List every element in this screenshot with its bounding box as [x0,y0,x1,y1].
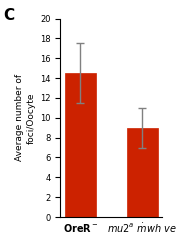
Y-axis label: Average number of
foci/Oocyte: Average number of foci/Oocyte [15,74,36,161]
Bar [65,73,96,217]
Text: C: C [4,8,15,22]
Bar [127,128,158,217]
